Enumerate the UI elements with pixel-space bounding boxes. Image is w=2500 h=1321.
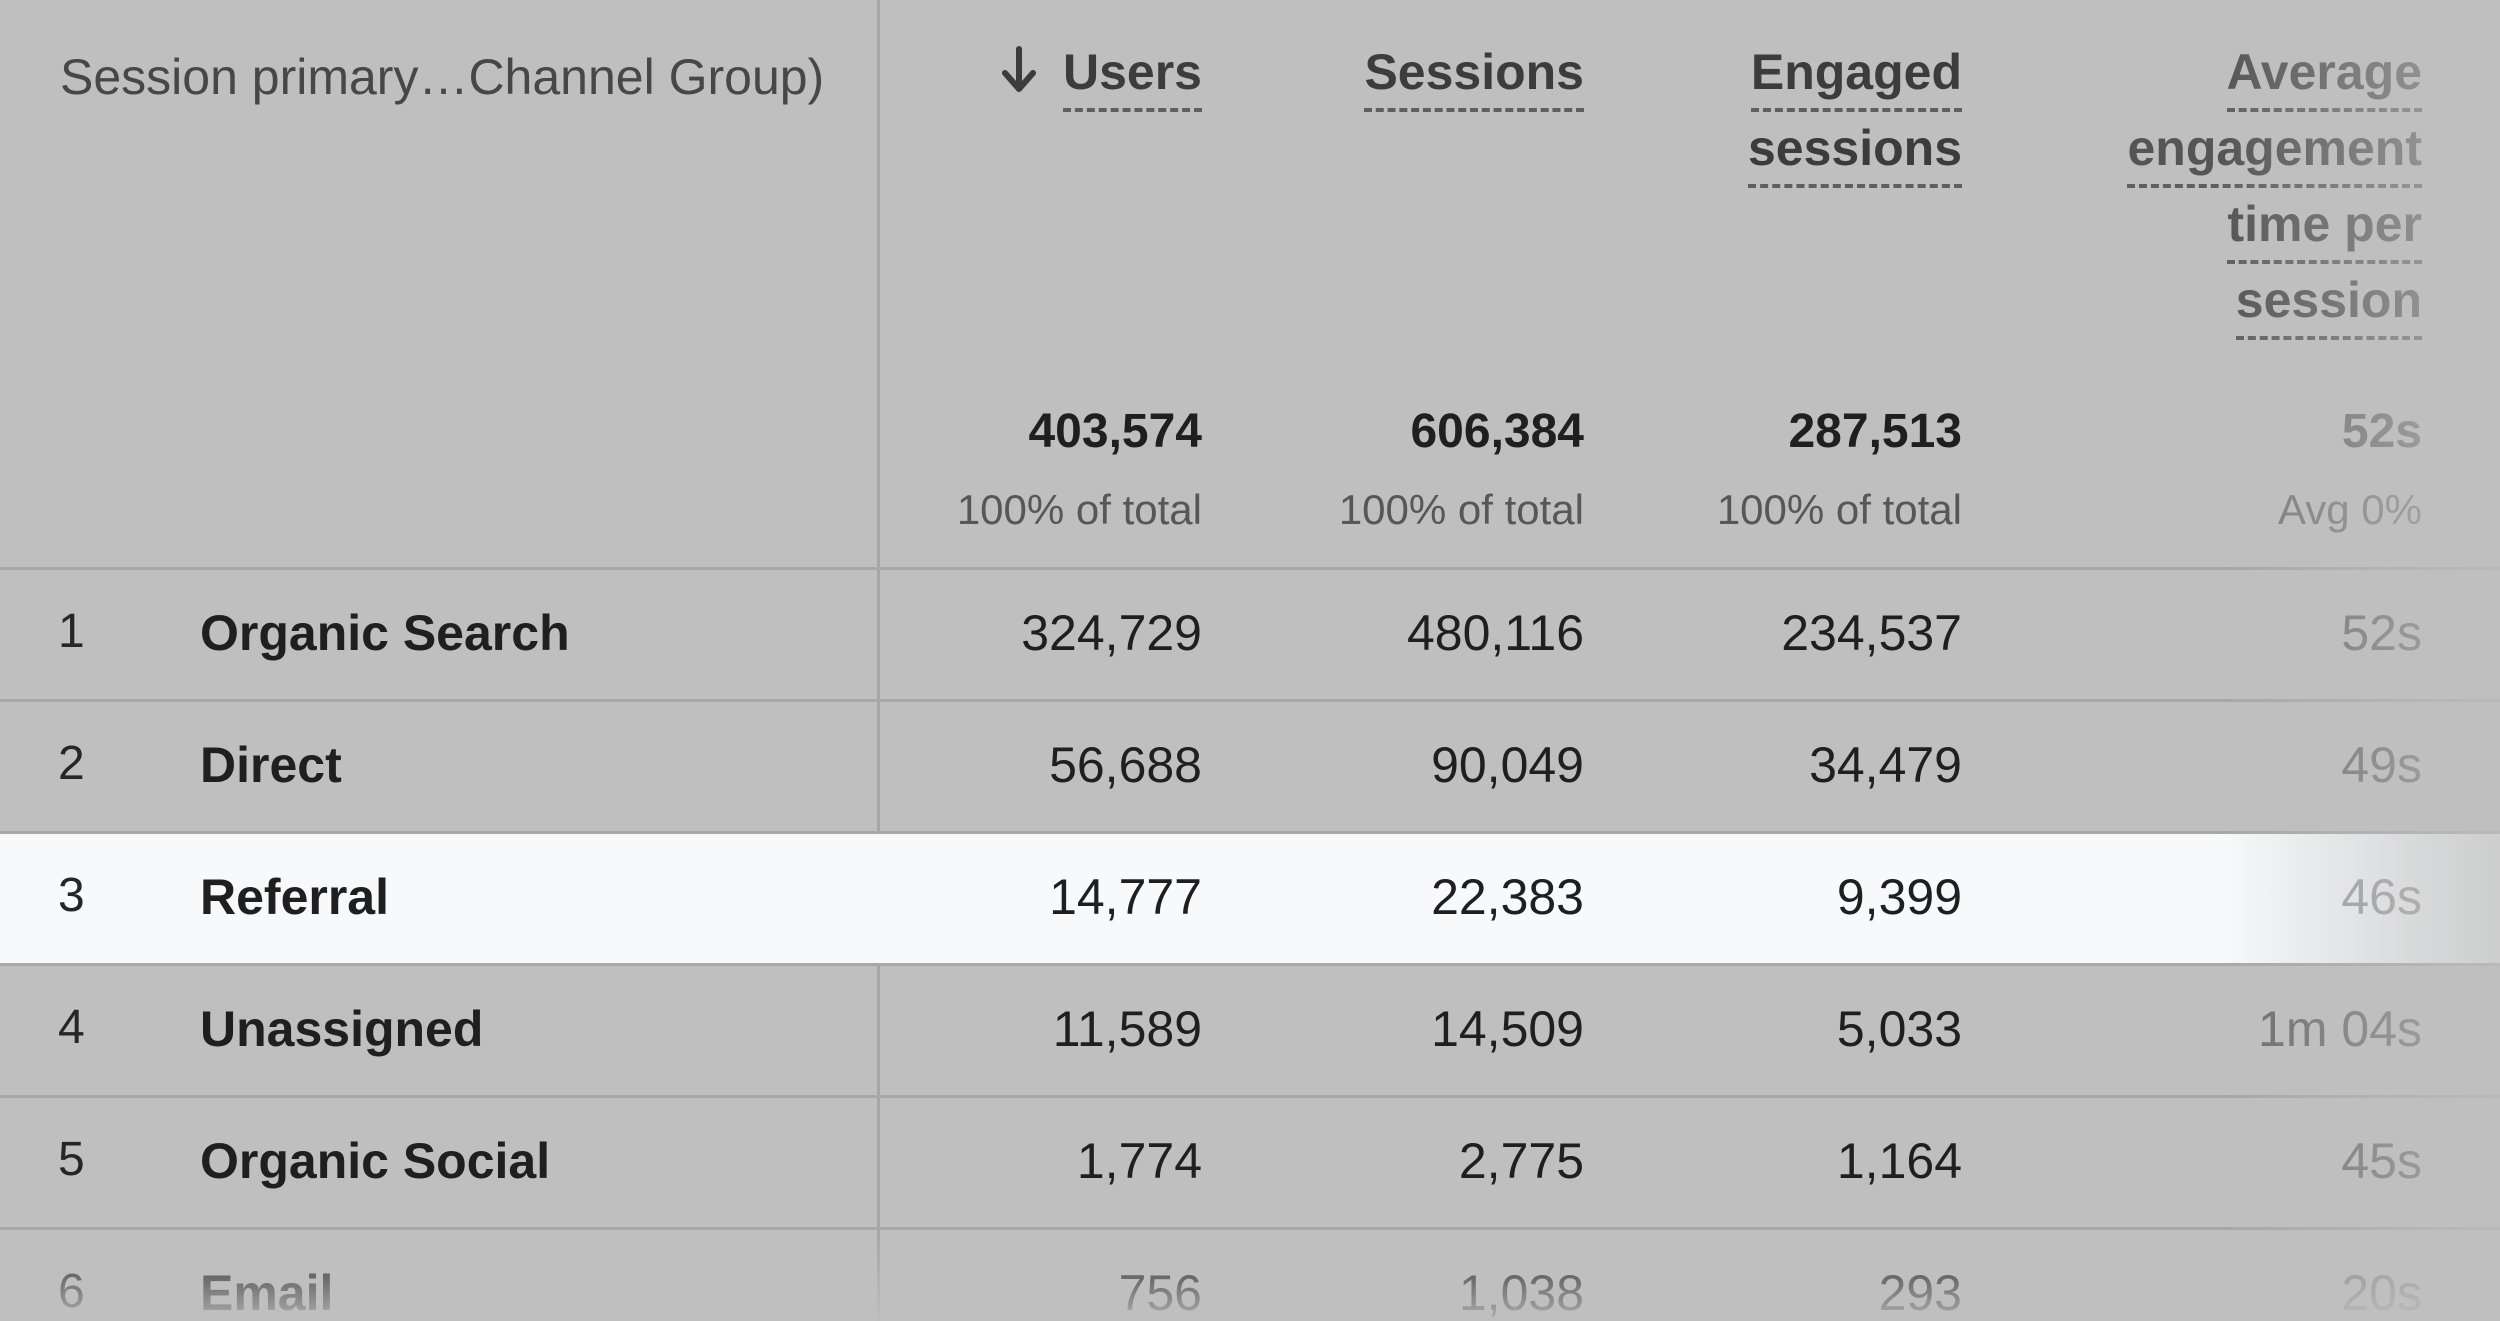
sessions-header-label: Sessions: [1364, 36, 1584, 112]
row-index: 5: [58, 1133, 85, 1186]
arrow-down-icon: [1002, 46, 1036, 92]
row-engaged: 293: [1878, 1265, 1962, 1321]
row-users: 11,589: [1052, 1001, 1202, 1057]
row-index: 3: [58, 869, 85, 922]
row-engaged: 1,164: [1836, 1133, 1962, 1189]
row-avg-time: 20s: [2341, 1265, 2422, 1321]
row-sessions: 480,116: [1406, 605, 1584, 661]
row-avg-time: 1m 04s: [2258, 1001, 2422, 1057]
users-header[interactable]: Users: [999, 36, 1202, 112]
engaged-sessions-header[interactable]: Engaged sessions: [1747, 36, 1962, 188]
table-row[interactable]: 5 Organic Social 1,774 2,775 1,164 45s: [0, 1095, 2500, 1227]
row-channel-name[interactable]: Unassigned: [200, 1001, 484, 1057]
sessions-header[interactable]: Sessions: [1364, 36, 1584, 112]
engaged-header-line2: sessions: [1747, 112, 1962, 188]
row-channel-name[interactable]: Email: [200, 1265, 334, 1321]
engaged-total-pct: 100% of total: [1716, 486, 1962, 533]
users-header-label: Users: [1063, 36, 1202, 112]
row-channel-name[interactable]: Organic Social: [200, 1133, 551, 1189]
avg-header-line3: time per: [2227, 188, 2422, 264]
sessions-total: 606,384: [1410, 405, 1584, 458]
users-total-pct: 100% of total: [956, 486, 1202, 533]
row-sessions: 22,383: [1431, 869, 1584, 925]
avg-engagement-header[interactable]: Average engagement time per session: [2127, 36, 2422, 340]
row-channel-name[interactable]: Organic Search: [200, 605, 570, 661]
users-total: 403,574: [1028, 405, 1202, 458]
row-index: 4: [58, 1001, 85, 1054]
table-row[interactable]: 1 Organic Search 324,729 480,116 234,537…: [0, 567, 2500, 699]
table-row[interactable]: 2 Direct 56,688 90,049 34,479 49s: [0, 699, 2500, 831]
row-sessions: 14,509: [1431, 1001, 1584, 1057]
row-avg-time: 49s: [2341, 737, 2422, 793]
engaged-total: 287,513: [1788, 405, 1962, 458]
row-users: 756: [1118, 1265, 1202, 1321]
row-index: 2: [58, 737, 85, 790]
avg-header-line1: Average: [2226, 36, 2422, 112]
column-divider: [877, 0, 880, 1321]
avg-header-line2: engagement: [2127, 112, 2422, 188]
engaged-header-line1: Engaged: [1750, 36, 1962, 112]
row-engaged: 9,399: [1836, 869, 1962, 925]
row-engaged: 234,537: [1781, 605, 1962, 661]
table-row-highlighted[interactable]: 3 Referral 14,777 22,383 9,399 46s: [0, 831, 2500, 963]
table-row[interactable]: 6 Email 756 1,038 293 20s: [0, 1227, 2500, 1321]
row-users: 1,774: [1076, 1133, 1202, 1189]
row-avg-time: 46s: [2341, 869, 2422, 925]
row-engaged: 5,033: [1836, 1001, 1962, 1057]
row-sessions: 1,038: [1458, 1265, 1584, 1321]
row-avg-time: 52s: [2341, 605, 2422, 661]
row-channel-name[interactable]: Direct: [200, 737, 342, 793]
row-index: 1: [58, 605, 85, 658]
row-channel-name[interactable]: Referral: [200, 869, 389, 925]
avg-total: 52s: [2341, 405, 2422, 458]
row-users: 324,729: [1021, 605, 1202, 661]
row-index: 6: [58, 1265, 85, 1318]
row-sessions: 90,049: [1431, 737, 1584, 793]
row-users: 14,777: [1049, 869, 1202, 925]
row-avg-time: 45s: [2341, 1133, 2422, 1189]
avg-header-line4: session: [2235, 264, 2422, 340]
row-engaged: 34,479: [1809, 737, 1962, 793]
row-users: 56,688: [1049, 737, 1202, 793]
row-sessions: 2,775: [1458, 1133, 1584, 1189]
sessions-total-pct: 100% of total: [1338, 486, 1584, 533]
avg-total-pct: Avg 0%: [2278, 486, 2422, 533]
table-row[interactable]: 4 Unassigned 11,589 14,509 5,033 1m 04s: [0, 963, 2500, 1095]
dimension-header[interactable]: Session primary…Channel Group): [60, 49, 825, 105]
